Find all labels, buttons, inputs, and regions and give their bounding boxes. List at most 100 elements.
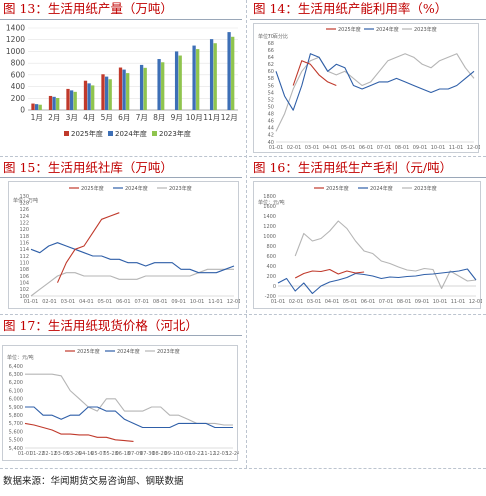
title-underline [250, 177, 486, 178]
y-tick-label: 114 [19, 247, 29, 253]
x-tick-label: 10-01 [431, 145, 446, 151]
bar-2024年度 [157, 59, 161, 110]
x-tick-label: 05-01 [98, 299, 113, 305]
chart-17-title: 图 17：生活用纸现货价格（河北） [3, 318, 198, 333]
y-tick-label: 5,700 [9, 421, 23, 427]
y-tick-label: 46 [268, 119, 274, 125]
series-line-2023年度 [30, 268, 234, 297]
unit-label: 单位：百分比 [258, 33, 288, 40]
unit-label: 单位：万吨 [13, 197, 38, 204]
y-tick-label: 1000 [6, 47, 25, 56]
x-tick-label: 07-30 [140, 451, 155, 457]
y-tick-label: 52 [268, 97, 274, 103]
bar-2023年度 [73, 91, 77, 110]
bar-2023年度 [56, 97, 60, 110]
y-tick-label: 68 [268, 41, 274, 47]
y-tick-label: 54 [268, 90, 274, 96]
series-line-2024年度 [30, 242, 235, 274]
y-tick-label: 1200 [263, 224, 276, 230]
x-tick-label: 07-01 [377, 145, 392, 151]
y-tick-label: 600 [266, 254, 276, 260]
chart-15-title: 图 15：生活用纸社库（万吨） [3, 160, 173, 175]
bar-2024年度 [34, 104, 39, 110]
x-tick-label: 11月 [203, 113, 220, 122]
x-tick-label: 9月 [171, 113, 183, 122]
y-tick-label: 1600 [263, 204, 276, 210]
bar-2024年度 [122, 69, 126, 110]
y-tick-label: 400 [11, 82, 26, 91]
x-tick-label: 05-07 [91, 451, 106, 457]
bar-2024年度 [192, 45, 196, 110]
row-divider [0, 468, 486, 469]
y-tick-label: 6,200 [9, 380, 23, 386]
y-tick-label: 130 [19, 194, 29, 200]
x-tick-label: 02-01 [42, 299, 57, 305]
bar-2025年度 [101, 74, 105, 110]
series-line-2024年度 [277, 268, 477, 295]
legend-label: 2023年度 [414, 185, 437, 192]
bar-2023年度 [178, 55, 182, 110]
x-tick-label: 10-01 [190, 299, 205, 305]
chart-16-title: 图 16：生活用纸生产毛利（元/吨） [253, 160, 453, 175]
x-tick-label: 01-01 [271, 299, 286, 305]
unit-label: 单位：元/吨 [7, 354, 34, 361]
x-tick-label: 12-24 [226, 451, 239, 457]
bar-2023年度 [108, 79, 112, 110]
x-tick-label: 06-01 [116, 299, 131, 305]
bar-2024年度 [104, 76, 109, 110]
bar-2024年度 [227, 32, 231, 110]
y-tick-label: 64 [268, 55, 274, 61]
x-tick-label: 09-01 [171, 299, 186, 305]
y-tick-label: 102 [19, 287, 29, 293]
chart-16-panel: 单位：元/吨 2025年度 2024年度 2023年度 1800 1600 1400 1200… [253, 181, 482, 309]
y-tick-label: 60 [268, 69, 274, 75]
y-tick-label: 62 [268, 62, 274, 68]
x-tick-label: 11-01 [208, 299, 223, 305]
bar-2023年度 [126, 73, 130, 110]
y-tick-label: 100 [19, 294, 29, 300]
y-tick-label: 5,500 [9, 438, 23, 444]
bar-2025年度 [118, 67, 123, 110]
legend-label: 2023年度 [159, 129, 191, 138]
legend-label: 2024年度 [115, 129, 147, 138]
x-tick-label: 5月 [101, 113, 113, 122]
x-tick-label: 09-10 [165, 451, 180, 457]
y-tick-label: 124 [19, 214, 29, 220]
x-tick-label: 02-12 [42, 451, 57, 457]
y-tick-label: 120 [19, 227, 29, 233]
x-tick-label: 01-01 [24, 299, 39, 305]
y-tick-label: 56 [268, 83, 274, 89]
legend-swatch [108, 131, 113, 136]
y-tick-label: 6,400 [9, 364, 23, 370]
x-tick-label: 04-16 [79, 451, 94, 457]
y-tick-label: 200 [11, 94, 26, 103]
bar-2023年度 [231, 36, 235, 110]
bar-2024年度 [139, 64, 144, 110]
x-tick-label: 12-01 [469, 299, 482, 305]
x-tick-label: 03-01 [61, 299, 76, 305]
bar-2024年度 [69, 90, 74, 110]
bar-2025年度 [83, 80, 88, 110]
x-tick-label: 07-01 [134, 299, 149, 305]
x-tick-label: 08-01 [395, 145, 410, 151]
bar-2023年度 [91, 85, 95, 110]
x-tick-label: 10-01 [177, 451, 192, 457]
x-tick-label: 03-01 [307, 299, 322, 305]
y-tick-label: 800 [11, 59, 26, 68]
x-tick-label: 10-01 [433, 299, 448, 305]
row-divider [0, 156, 486, 157]
x-tick-label: 04-01 [325, 299, 340, 305]
legend-label: 2024年度 [117, 348, 140, 355]
series-line-2024年度 [25, 406, 233, 429]
column-divider [246, 0, 247, 468]
y-tick-label: 5,400 [9, 446, 23, 452]
chart-17-svg: 单位：元/吨 2025年度 2024年度 2023年度 6,400 6,300 6,200 6… [7, 348, 239, 457]
y-tick-label: 126 [19, 207, 29, 213]
legend-label: 2024年度 [370, 185, 393, 192]
x-tick-label: 05-01 [341, 145, 356, 151]
x-tick-label: 04-01 [79, 299, 94, 305]
legend-label: 2025年度 [326, 185, 349, 192]
y-tick-label: 106 [19, 274, 29, 280]
y-tick-label: 128 [19, 200, 29, 206]
x-tick-label: 06-01 [359, 145, 374, 151]
